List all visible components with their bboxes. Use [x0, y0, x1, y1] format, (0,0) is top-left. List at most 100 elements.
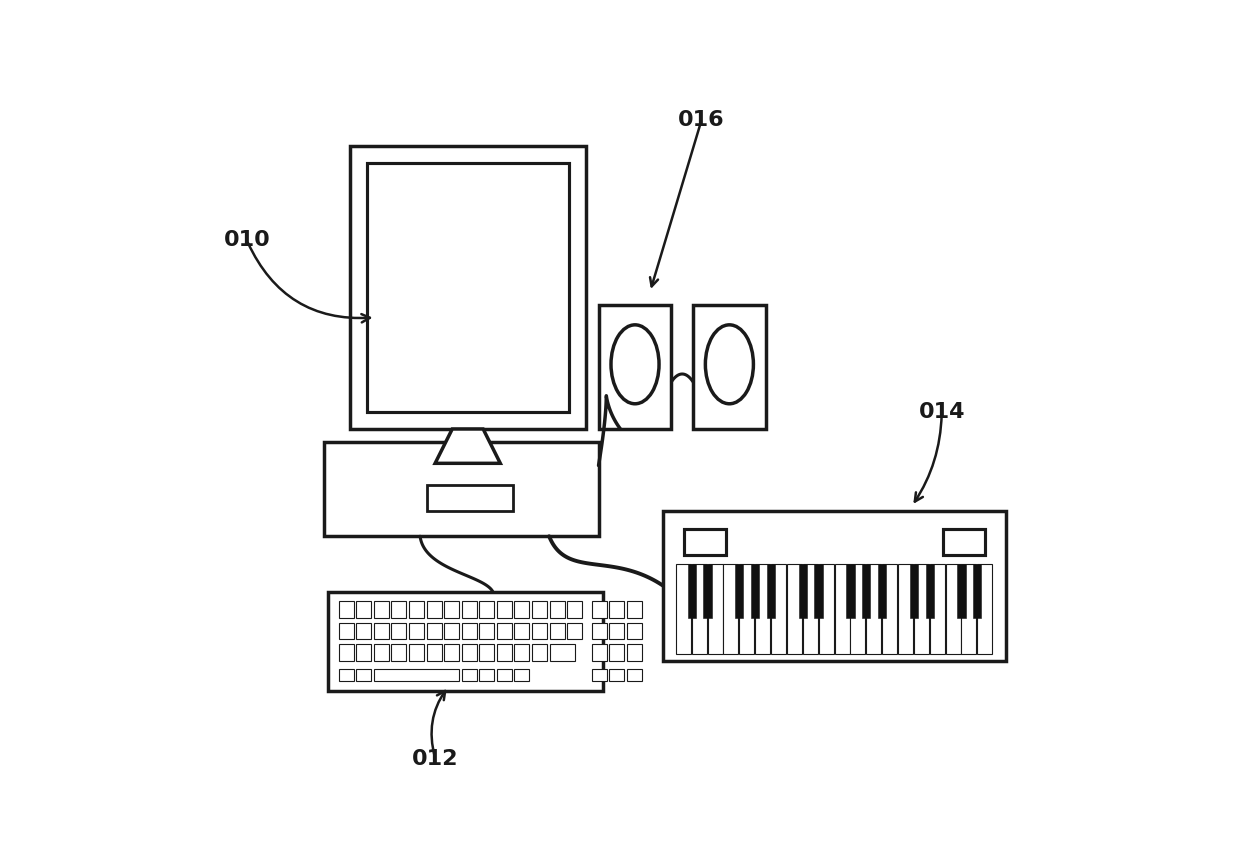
Bar	[591, 601, 606, 618]
Bar	[497, 601, 512, 618]
Bar	[532, 601, 547, 618]
Bar	[427, 601, 441, 618]
Bar	[427, 485, 513, 511]
Bar	[515, 669, 529, 681]
Bar	[356, 644, 371, 661]
Text: 010: 010	[223, 230, 270, 251]
Bar	[703, 564, 712, 618]
Bar	[480, 644, 495, 661]
Text: 012: 012	[412, 749, 459, 770]
Bar	[846, 564, 854, 618]
Bar	[862, 564, 870, 618]
Bar	[427, 644, 441, 661]
Bar	[687, 564, 696, 618]
Bar	[591, 623, 606, 639]
Bar	[735, 564, 744, 618]
Bar	[356, 623, 371, 639]
Bar	[480, 623, 495, 639]
Bar	[818, 564, 833, 654]
Bar	[497, 644, 512, 661]
Bar	[609, 669, 624, 681]
Bar	[684, 529, 725, 555]
Bar	[815, 564, 823, 618]
Bar	[835, 564, 849, 654]
Bar	[549, 623, 564, 639]
Bar	[324, 442, 599, 536]
Bar	[367, 163, 568, 412]
Bar	[627, 601, 642, 618]
Bar	[409, 623, 424, 639]
Bar	[350, 146, 585, 429]
Bar	[392, 601, 407, 618]
Bar	[914, 564, 929, 654]
Polygon shape	[435, 429, 500, 463]
Text: 014: 014	[919, 402, 965, 422]
Bar	[766, 564, 775, 618]
Bar	[409, 644, 424, 661]
Bar	[977, 564, 992, 654]
Bar	[957, 564, 966, 618]
Bar	[567, 623, 583, 639]
Bar	[356, 669, 371, 681]
Bar	[515, 623, 529, 639]
Bar	[867, 564, 882, 654]
Bar	[373, 644, 389, 661]
Bar	[339, 669, 353, 681]
Bar	[480, 669, 495, 681]
Bar	[973, 564, 982, 618]
Bar	[930, 564, 945, 654]
Bar	[771, 564, 786, 654]
Bar	[878, 564, 887, 618]
Bar	[356, 601, 371, 618]
Bar	[591, 669, 606, 681]
Bar	[373, 669, 459, 681]
Bar	[609, 601, 624, 618]
Bar	[444, 623, 459, 639]
Bar	[339, 601, 353, 618]
Bar	[392, 623, 407, 639]
Bar	[532, 623, 547, 639]
Bar	[882, 564, 897, 654]
Ellipse shape	[706, 325, 754, 404]
Bar	[898, 564, 913, 654]
Bar	[444, 644, 459, 661]
Bar	[851, 564, 866, 654]
Bar	[409, 601, 424, 618]
Bar	[910, 564, 918, 618]
Bar	[627, 623, 642, 639]
Bar	[961, 564, 976, 654]
Bar	[627, 644, 642, 661]
Bar	[609, 644, 624, 661]
Bar	[693, 305, 766, 429]
Bar	[339, 623, 353, 639]
Bar	[599, 305, 672, 429]
Bar	[549, 601, 564, 618]
Text: 016: 016	[678, 110, 725, 130]
Bar	[692, 564, 707, 654]
Bar	[339, 644, 353, 661]
Bar	[925, 564, 934, 618]
Bar	[461, 669, 476, 681]
Bar	[373, 623, 389, 639]
Bar	[946, 564, 961, 654]
Bar	[373, 601, 389, 618]
Bar	[480, 601, 495, 618]
Bar	[755, 564, 770, 654]
Bar	[676, 564, 691, 654]
Bar	[591, 644, 606, 661]
Bar	[392, 644, 407, 661]
Bar	[802, 564, 817, 654]
Bar	[739, 564, 754, 654]
Bar	[444, 601, 459, 618]
Bar	[944, 529, 985, 555]
Bar	[497, 623, 512, 639]
Bar	[461, 601, 476, 618]
Bar	[329, 592, 603, 691]
Bar	[627, 669, 642, 681]
Bar	[497, 669, 512, 681]
Bar	[461, 623, 476, 639]
Bar	[751, 564, 759, 618]
Bar	[515, 644, 529, 661]
Bar	[532, 644, 547, 661]
Bar	[609, 623, 624, 639]
